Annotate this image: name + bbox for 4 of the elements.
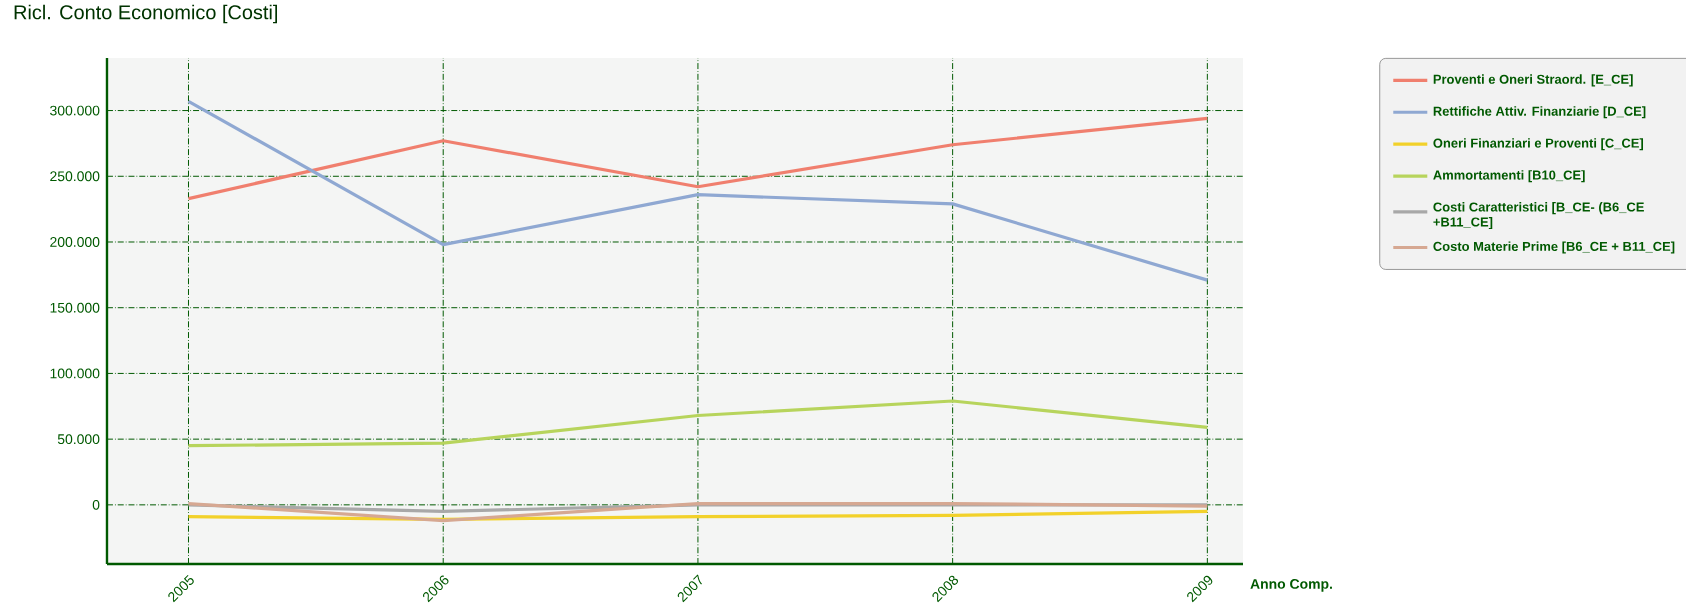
line-series [186,99,1209,282]
line-series [186,116,1209,201]
chart-title: Ricl. Conto Economico [Costi] [14,4,277,24]
line-series [186,399,1209,448]
